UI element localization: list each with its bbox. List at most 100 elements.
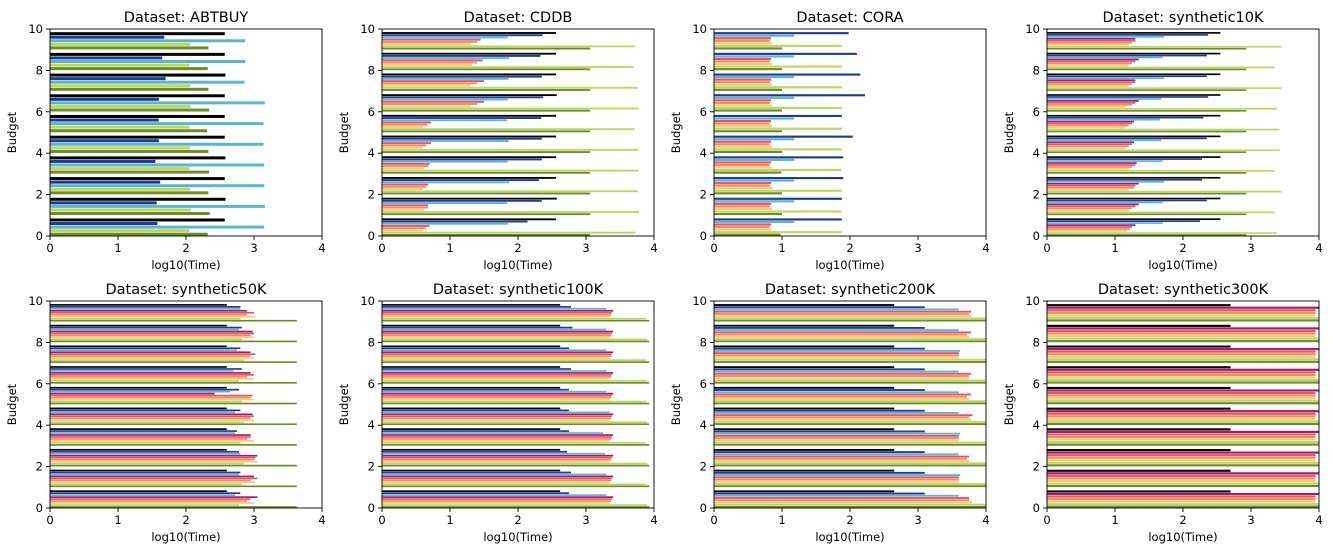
bar [714,476,959,479]
bar [714,312,969,315]
bar [50,125,190,129]
bar [714,375,969,377]
y-tick-label: 4 [36,146,43,160]
y-axis-label: Budget [1002,111,1016,153]
axes-frame [1046,300,1320,509]
bar [50,357,254,359]
bar [1047,459,1316,462]
bar [50,208,191,212]
x-tick-label: 2 [1179,513,1186,527]
bar [714,455,969,458]
bar [714,223,772,226]
bar [50,370,234,372]
bar [1047,75,1207,78]
bar [1047,106,1126,108]
bar [714,310,972,313]
bar [1047,456,1316,459]
bar [382,188,423,190]
y-tick-label: 2 [700,460,707,474]
x-tick-label: 0 [46,513,53,527]
bar [1047,324,1231,327]
bar [714,81,770,84]
bar [50,361,297,363]
bar [1047,232,1277,234]
bar [50,39,246,43]
y-tick-label: 4 [368,146,375,160]
bar [714,448,895,451]
bar [50,330,253,333]
bar [50,396,251,399]
bar [382,57,510,60]
bar [382,142,431,145]
bar [50,129,208,133]
bar [1047,184,1136,187]
bar [50,434,251,436]
bar [50,306,241,308]
bar [714,200,795,203]
y-tick-label: 4 [1033,418,1040,432]
bar [50,340,297,343]
bar [50,146,191,150]
bar [50,73,226,77]
bar [50,483,242,486]
x-axis-label: log10(Time) [483,530,552,544]
bar [50,473,240,476]
axes-frame [713,28,987,237]
bar [714,106,842,110]
bar [382,458,612,461]
bar [382,144,427,147]
bar [382,308,607,310]
bar [50,398,254,401]
bar [382,55,541,57]
bar [382,481,610,484]
bars [714,32,865,236]
bar [382,231,636,234]
bar [1047,500,1316,503]
bar [382,227,427,230]
x-tick-label: 1 [778,513,785,527]
bar [382,94,557,97]
y-tick-label: 6 [1033,105,1040,119]
bar [50,460,258,463]
bar [382,73,557,76]
bar [382,222,508,225]
bar [382,47,591,50]
bar [1047,391,1316,395]
bar [382,199,542,202]
bar [1047,306,1319,309]
bar [714,478,959,481]
bar [1047,156,1221,158]
bar [714,366,895,369]
x-tick-label: 3 [1247,241,1254,255]
bar [50,502,254,504]
bar [50,440,254,442]
bar [714,317,986,320]
bar [50,60,246,63]
bar [50,218,225,222]
y-tick-label: 0 [1033,229,1040,243]
bar [1047,358,1319,361]
bar [50,326,242,329]
bar [714,469,895,472]
bar [714,171,782,174]
bar [714,156,844,159]
bar [714,331,972,334]
bar [714,349,961,352]
bar [382,428,561,430]
bar [1047,316,1319,319]
bar [382,171,591,174]
chart-title: Dataset: synthetic10K [1102,10,1264,26]
y-tick-label: 6 [368,377,375,391]
bar [50,170,210,174]
bar [714,226,770,229]
bar [50,351,251,354]
bar [50,400,242,403]
bar [1047,228,1130,230]
bar [50,368,242,370]
y-tick-label: 0 [368,229,375,243]
bar [1047,104,1132,106]
bar [382,202,508,204]
bar [1047,190,1282,193]
bar [1047,484,1319,488]
bar [714,42,772,45]
